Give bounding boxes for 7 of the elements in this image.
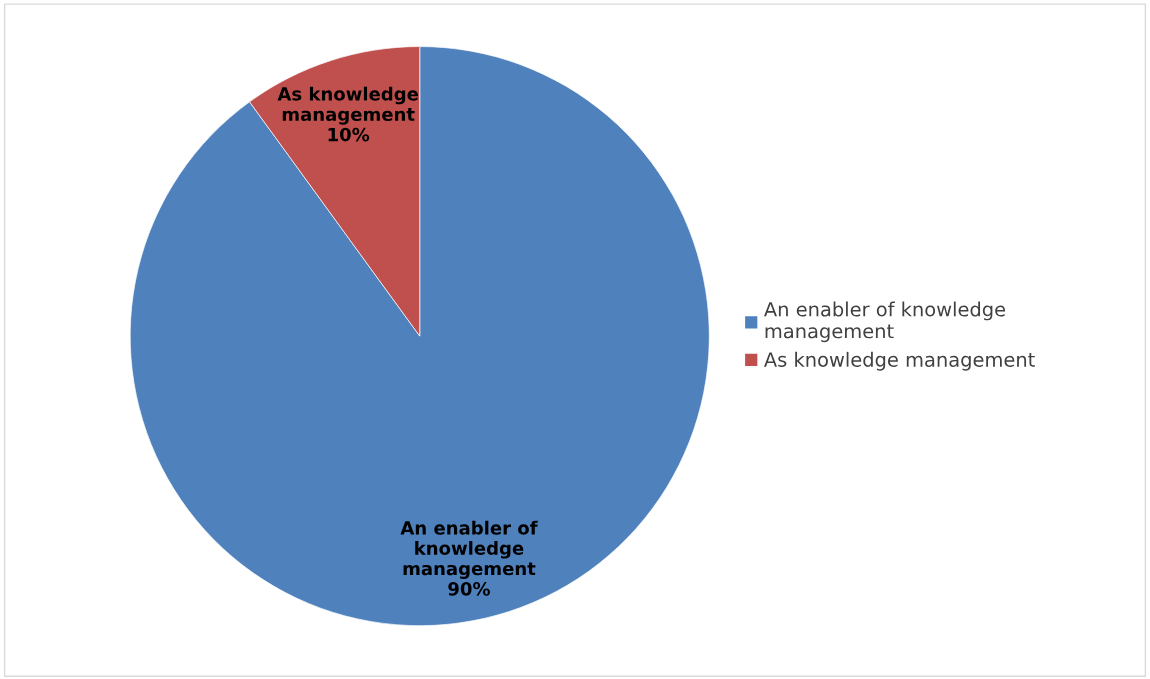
legend-label: As knowledge management [764,351,1035,371]
slice-label: An enabler of knowledge management [400,520,538,579]
legend-label: An enabler of knowledge management [764,301,1006,343]
slice-label: As knowledge management [277,86,419,125]
data-label: 10% [328,127,370,142]
pie-slice [129,46,710,627]
data-label: 90% [448,582,490,596]
